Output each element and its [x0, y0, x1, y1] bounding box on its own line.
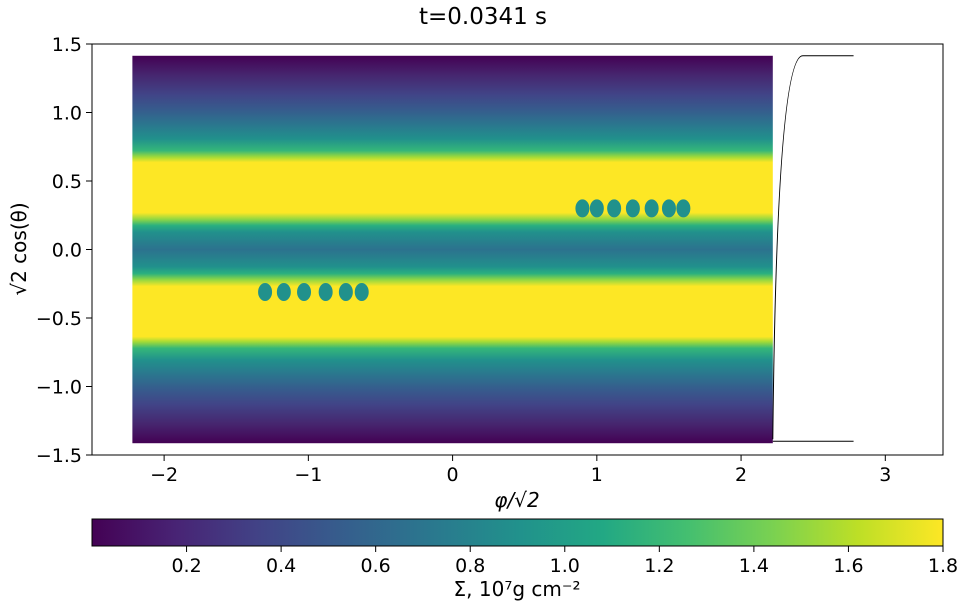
chart-title: t=0.0341 s [419, 4, 547, 30]
x-tick-label: 3 [879, 464, 891, 486]
wave-bump [589, 199, 604, 218]
x-tick-label: 1 [591, 464, 603, 486]
colorbar-tick-label: 0.2 [171, 555, 201, 577]
y-tick-label: 0.5 [52, 171, 82, 193]
y-tick-label: −0.5 [36, 308, 82, 330]
colorbar-tick-label: 0.8 [455, 555, 485, 577]
x-tick-label: 0 [447, 464, 459, 486]
colorbar: 0.2 0.4 0.6 0.8 1.0 1.2 1.4 1.6 1.8 Σ, 10⁷g cm⁻² [91, 518, 958, 601]
colorbar-tick-label: 1.2 [644, 555, 674, 577]
band-perturbations [258, 199, 691, 301]
x-tick-label: 2 [735, 464, 747, 486]
colorbar-tick-label: 0.6 [361, 555, 391, 577]
y-tick-label: −1.5 [36, 445, 82, 467]
colorbar-tick-label: 1.0 [550, 555, 580, 577]
x-axis-label: φ/√2 [494, 488, 539, 512]
x-tick-label: −1 [294, 464, 322, 486]
plot-area [132, 55, 854, 444]
wave-bump [676, 199, 691, 218]
y-axis: 1.5 1.0 0.5 0.0 −0.5 −1.0 −1.5 [36, 34, 92, 467]
x-axis: −2 −1 0 1 2 3 [150, 455, 891, 486]
wave-bump [625, 199, 640, 218]
y-tick-label: 0.0 [52, 240, 82, 262]
colorbar-ticks: 0.2 0.4 0.6 0.8 1.0 1.2 1.4 1.6 1.8 [171, 546, 958, 577]
colorbar-tick-label: 0.4 [266, 555, 296, 577]
wave-bump [354, 282, 369, 301]
wave-bump [575, 199, 590, 218]
colorbar-bar [91, 518, 944, 547]
y-tick-label: −1.0 [36, 377, 82, 399]
wave-bump [258, 282, 273, 301]
density-field [132, 55, 773, 444]
colorbar-tick-label: 1.6 [833, 555, 863, 577]
x-tick-label: −2 [150, 464, 178, 486]
colorbar-tick-label: 1.4 [739, 555, 769, 577]
y-tick-label: 1.5 [52, 34, 82, 56]
wave-bump [607, 199, 622, 218]
wave-bump [661, 199, 676, 218]
wave-bump [644, 199, 659, 218]
y-axis-label: √2 cos(θ) [7, 202, 31, 295]
y-tick-label: 1.0 [52, 103, 82, 125]
colorbar-tick-label: 1.8 [928, 555, 958, 577]
boundary-top-curve [772, 55, 854, 440]
wave-bump [318, 282, 333, 301]
colorbar-label: Σ, 10⁷g cm⁻² [454, 577, 581, 601]
wave-bump [297, 282, 312, 301]
wave-bump [276, 282, 291, 301]
wave-bump [338, 282, 353, 301]
